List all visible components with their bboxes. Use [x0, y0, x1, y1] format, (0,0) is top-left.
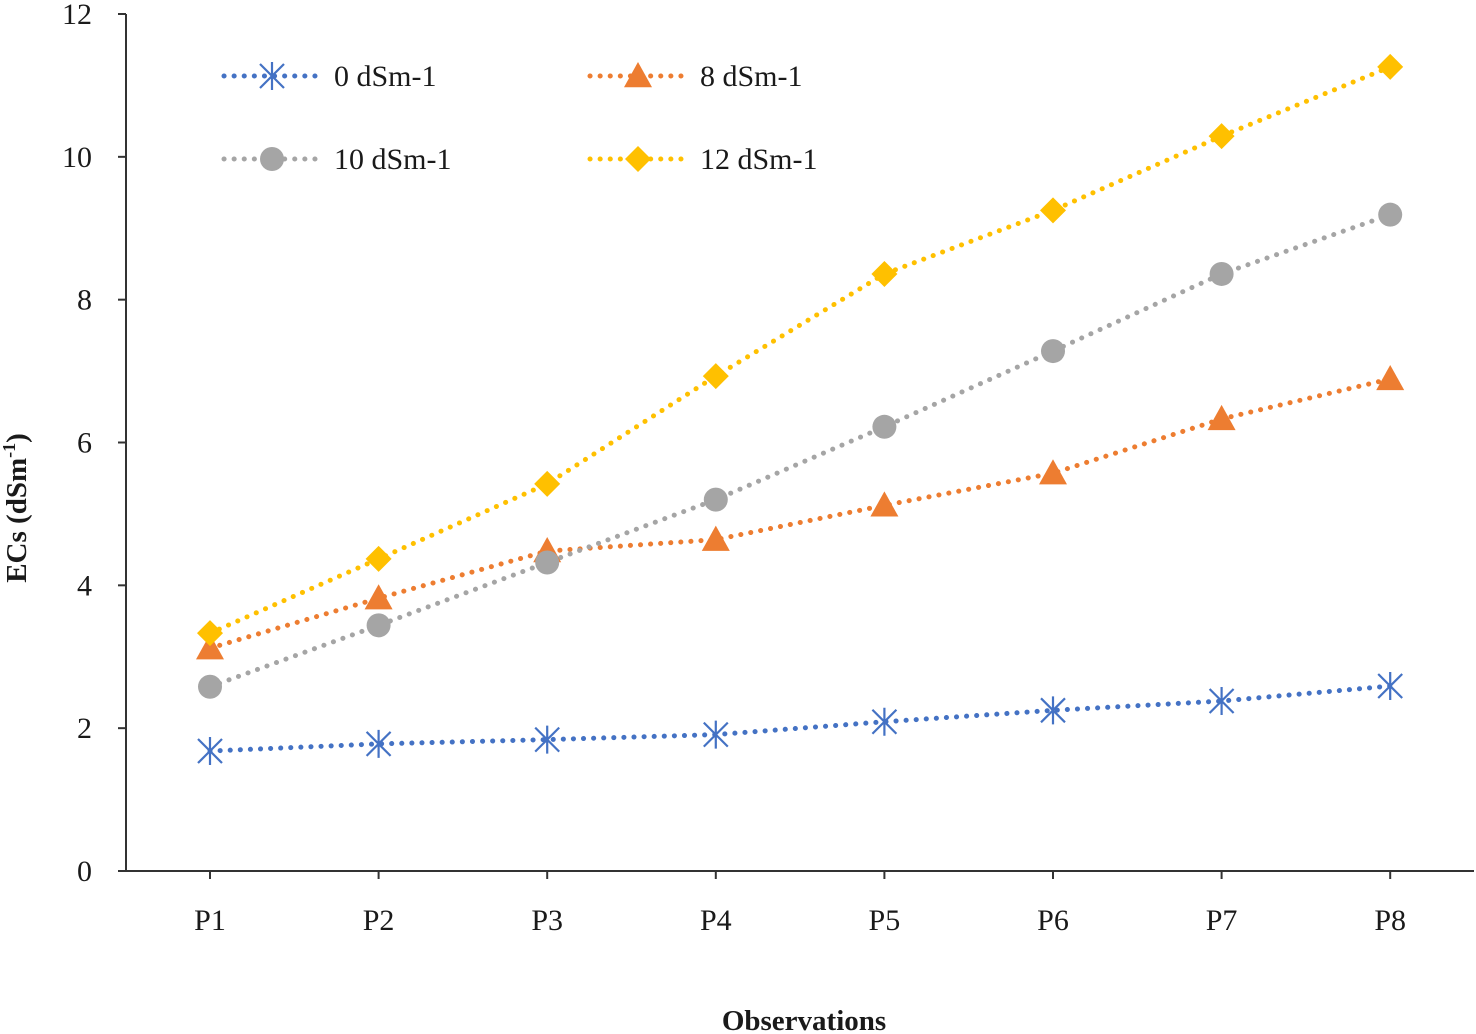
data-point-0-dsm-1 [1377, 672, 1403, 701]
x-tick-label: P7 [1206, 904, 1238, 937]
series-line-10-dsm-1 [207, 212, 1393, 690]
data-point-8-dsm-1 [870, 491, 899, 517]
data-point-0-dsm-1 [1040, 696, 1066, 725]
data-point-0-dsm-1 [871, 707, 898, 736]
data-point-0-dsm-1 [197, 737, 223, 766]
series-lines [207, 64, 1393, 754]
y-axis-title-main: ECs (dSm [1, 458, 33, 583]
data-point-10-dsm-1 [1378, 202, 1403, 227]
y-tick-label: 10 [62, 141, 92, 174]
y-axis-title-superscript: -1 [0, 443, 19, 458]
series-line-8-dsm-1 [207, 376, 1393, 651]
data-point-10-dsm-1 [1209, 261, 1234, 286]
legend-label-10-dsm-1: 10 dSm-1 [334, 143, 452, 176]
y-tick-label: 4 [77, 569, 92, 602]
data-point-12-dsm-1 [1040, 197, 1066, 224]
legend-label-0-dsm-1: 0 dSm-1 [334, 60, 437, 93]
data-point-10-dsm-1 [703, 487, 728, 512]
data-point-12-dsm-1 [1208, 123, 1235, 150]
data-point-10-dsm-1 [535, 550, 560, 575]
x-tick-label: P4 [700, 904, 732, 937]
data-point-8-dsm-1 [196, 634, 224, 660]
legend: 0 dSm-1 8 dSm-1 10 dSm-1 12 dSm-1 [221, 60, 818, 176]
series-line-0-dsm-1 [207, 683, 1393, 754]
legend-marker-8-dsm-1 [624, 62, 652, 88]
data-point-12-dsm-1 [871, 260, 898, 287]
data-point-8-dsm-1 [1039, 459, 1067, 485]
y-ticks: 0 2 4 6 8 10 12 [62, 0, 126, 888]
y-axis-title-close: ) [1, 433, 33, 443]
x-axis-title: Observations [722, 1005, 886, 1034]
data-point-8-dsm-1 [1207, 404, 1236, 431]
data-point-10-dsm-1 [1041, 339, 1065, 364]
data-point-10-dsm-1 [366, 613, 391, 638]
x-tick-label: P3 [531, 904, 563, 937]
data-point-0-dsm-1 [534, 725, 560, 754]
data-point-12-dsm-1 [197, 620, 223, 647]
x-ticks: P1 P2 P3 P4 P5 P6 P7 P8 [194, 871, 1406, 937]
x-tick-label: P8 [1374, 904, 1406, 937]
data-point-0-dsm-1 [1208, 687, 1235, 716]
y-tick-label: 0 [77, 855, 92, 888]
data-point-10-dsm-1 [872, 414, 897, 439]
x-tick-label: P1 [194, 904, 226, 937]
legend-label-8-dsm-1: 8 dSm-1 [700, 60, 803, 93]
x-tick-label: P5 [869, 904, 901, 937]
data-point-8-dsm-1 [364, 584, 393, 610]
data-point-0-dsm-1 [365, 729, 392, 758]
data-point-8-dsm-1 [701, 525, 730, 551]
legend-label-12-dsm-1: 12 dSm-1 [700, 143, 818, 176]
x-tick-label: P6 [1037, 904, 1069, 937]
legend-marker-10-dsm-1 [260, 147, 284, 171]
y-tick-label: 2 [77, 712, 92, 745]
series-line-12-dsm-1 [207, 64, 1393, 636]
series-markers [196, 53, 1405, 766]
y-tick-label: 12 [62, 0, 92, 31]
legend-marker-0-dsm-1 [259, 62, 285, 90]
data-point-12-dsm-1 [1377, 53, 1404, 80]
x-tick-label: P2 [363, 904, 395, 937]
legend-marker-12-dsm-1 [625, 146, 651, 172]
data-point-8-dsm-1 [1376, 364, 1405, 391]
data-point-12-dsm-1 [365, 545, 392, 572]
y-tick-label: 8 [77, 284, 92, 317]
data-point-10-dsm-1 [198, 674, 222, 699]
y-tick-label: 6 [77, 427, 92, 460]
data-point-12-dsm-1 [534, 470, 561, 497]
data-point-0-dsm-1 [703, 720, 729, 749]
data-point-12-dsm-1 [702, 363, 729, 390]
y-axis-title: ECs (dSm-1) [0, 433, 33, 583]
